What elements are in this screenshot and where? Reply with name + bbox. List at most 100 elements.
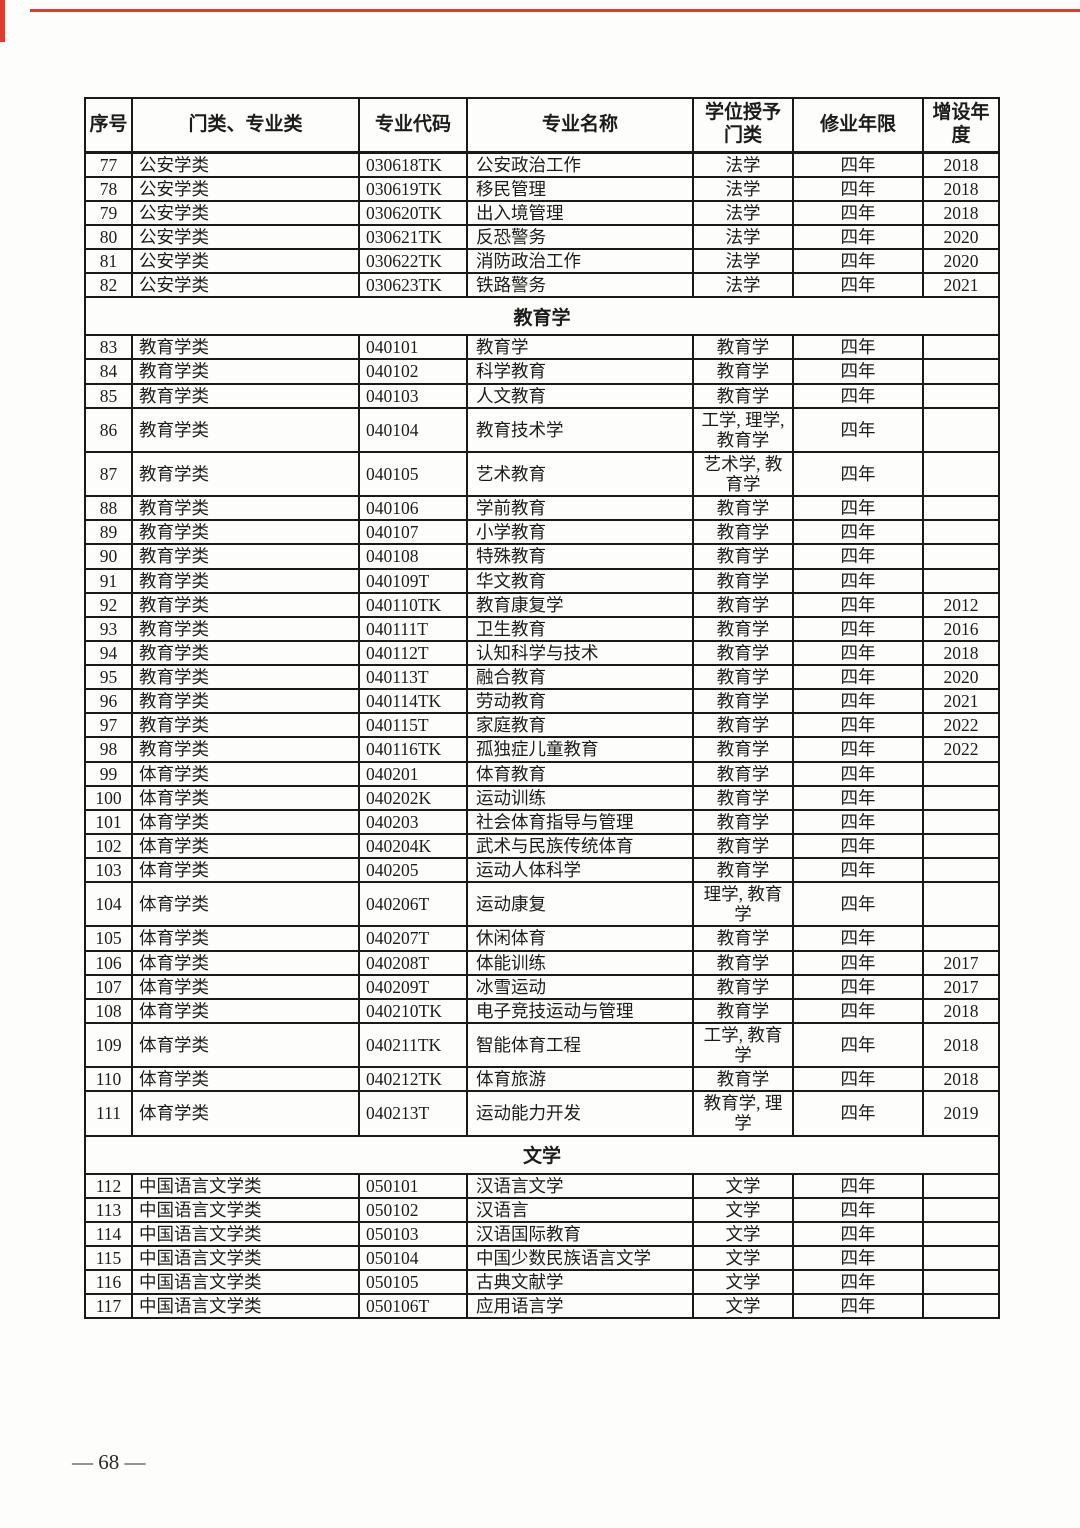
cell-added <box>922 382 1000 409</box>
cell-category: 教育学类 <box>131 334 360 361</box>
cell-added: 2019 <box>922 1090 1000 1137</box>
cell-category: 体育学类 <box>131 1021 360 1069</box>
cell-degree: 文学 <box>692 1293 794 1320</box>
cell-code: 040112T <box>358 639 468 667</box>
cell-no: 82 <box>84 272 133 299</box>
cell-name: 融合教育 <box>466 663 694 691</box>
header-cell-category: 门类、专业类 <box>131 97 360 154</box>
cell-category: 体育学类 <box>131 973 360 1000</box>
cell-degree: 教育学 <box>692 519 794 546</box>
cell-years: 四年 <box>792 334 924 361</box>
cell-code: 040105 <box>358 450 468 498</box>
table-row: 110 体育学类 040212TK 体育旅游 教育学 四年 2018 <box>84 1066 1000 1093</box>
cell-no: 108 <box>84 997 133 1024</box>
cell-code: 040206T <box>358 881 468 928</box>
cell-category: 教育学类 <box>131 688 360 715</box>
cell-added: 2018 <box>922 175 1000 202</box>
cell-added: 2018 <box>922 151 1000 178</box>
cell-no: 101 <box>84 808 133 835</box>
cell-years: 四年 <box>792 1172 924 1199</box>
cell-degree: 教育学 <box>692 334 794 361</box>
cell-code: 040211TK <box>358 1021 468 1069</box>
cell-degree: 法学 <box>692 223 794 251</box>
cell-name: 汉语言 <box>466 1196 694 1223</box>
cell-degree: 教育学 <box>692 856 794 884</box>
cell-name: 公安政治工作 <box>466 151 694 178</box>
table-row: 88 教育学类 040106 学前教育 教育学 四年 <box>84 495 1000 522</box>
cell-added <box>922 358 1000 385</box>
cell-category: 中国语言文学类 <box>131 1268 360 1296</box>
table-row: 94 教育学类 040112T 认知科学与技术 教育学 四年 2018 <box>84 639 1000 667</box>
cell-degree: 教育学 <box>692 808 794 835</box>
cell-added <box>922 334 1000 361</box>
table-row: 78 公安学类 030619TK 移民管理 法学 四年 2018 <box>84 175 1000 202</box>
cell-category: 教育学类 <box>131 567 360 594</box>
cell-degree: 教育学 <box>692 382 794 409</box>
cell-category: 体育学类 <box>131 856 360 884</box>
cell-added: 2018 <box>922 1021 1000 1069</box>
cell-name: 汉语言文学 <box>466 1172 694 1199</box>
cell-no: 116 <box>84 1268 133 1296</box>
cell-added: 2017 <box>922 949 1000 976</box>
cell-added: 2022 <box>922 712 1000 739</box>
cell-name: 电子竞技运动与管理 <box>466 997 694 1024</box>
table-row: 101 体育学类 040203 社会体育指导与管理 教育学 四年 <box>84 808 1000 835</box>
cell-code: 050105 <box>358 1268 468 1296</box>
cell-code: 040103 <box>358 382 468 409</box>
table-row: 111 体育学类 040213T 运动能力开发 教育学, 理学 四年 2019 <box>84 1090 1000 1137</box>
cell-added <box>922 1172 1000 1199</box>
cell-name: 休闲体育 <box>466 925 694 952</box>
cell-added: 2020 <box>922 663 1000 691</box>
cell-code: 030619TK <box>358 175 468 202</box>
cell-name: 铁路警务 <box>466 272 694 299</box>
cell-degree: 教育学 <box>692 712 794 739</box>
cell-name: 古典文献学 <box>466 1268 694 1296</box>
cell-code: 040109T <box>358 567 468 594</box>
cell-code: 040213T <box>358 1090 468 1137</box>
cell-years: 四年 <box>792 1244 924 1272</box>
majors-table-wrapper: 序号 门类、专业类 专业代码 专业名称 学位授予门类 修业年限 增设年度 77 公… <box>84 97 1000 1320</box>
table-row: 102 体育学类 040204K 武术与民族传统体育 教育学 四年 <box>84 832 1000 860</box>
cell-added <box>922 519 1000 546</box>
cell-no: 110 <box>84 1066 133 1093</box>
cell-code: 050102 <box>358 1196 468 1223</box>
cell-code: 040202K <box>358 784 468 811</box>
cell-no: 111 <box>84 1090 133 1137</box>
cell-years: 四年 <box>792 223 924 251</box>
header-cell-degree: 学位授予门类 <box>692 97 794 154</box>
table-row: 112 中国语言文学类 050101 汉语言文学 文学 四年 <box>84 1172 1000 1199</box>
header-cell-code: 专业代码 <box>358 97 468 154</box>
cell-code: 030621TK <box>358 223 468 251</box>
cell-code: 050101 <box>358 1172 468 1199</box>
cell-category: 公安学类 <box>131 151 360 178</box>
header-row: 序号 门类、专业类 专业代码 专业名称 学位授予门类 修业年限 增设年度 <box>84 97 1000 154</box>
cell-code: 040203 <box>358 808 468 835</box>
cell-no: 97 <box>84 712 133 739</box>
cell-category: 中国语言文学类 <box>131 1220 360 1247</box>
cell-category: 体育学类 <box>131 808 360 835</box>
cell-code: 050104 <box>358 1244 468 1272</box>
cell-years: 四年 <box>792 543 924 570</box>
cell-added <box>922 1220 1000 1247</box>
cell-no: 114 <box>84 1220 133 1247</box>
table-row: 103 体育学类 040205 运动人体科学 教育学 四年 <box>84 856 1000 884</box>
cell-name: 教育技术学 <box>466 406 694 453</box>
table-row: 93 教育学类 040111T 卫生教育 教育学 四年 2016 <box>84 615 1000 642</box>
cell-degree: 教育学 <box>692 997 794 1024</box>
header-cell-added: 增设年度 <box>922 97 1000 154</box>
cell-years: 四年 <box>792 881 924 928</box>
cell-no: 96 <box>84 688 133 715</box>
cell-added: 2021 <box>922 688 1000 715</box>
cell-degree: 教育学, 理学 <box>692 1090 794 1137</box>
cell-code: 040108 <box>358 543 468 570</box>
cell-code: 040106 <box>358 495 468 522</box>
cell-code: 040114TK <box>358 688 468 715</box>
cell-no: 107 <box>84 973 133 1000</box>
cell-name: 科学教育 <box>466 358 694 385</box>
table-row: 105 体育学类 040207T 休闲体育 教育学 四年 <box>84 925 1000 952</box>
cell-degree: 教育学 <box>692 925 794 952</box>
cell-years: 四年 <box>792 567 924 594</box>
cell-added <box>922 760 1000 787</box>
cell-added <box>922 881 1000 928</box>
cell-code: 030622TK <box>358 247 468 275</box>
